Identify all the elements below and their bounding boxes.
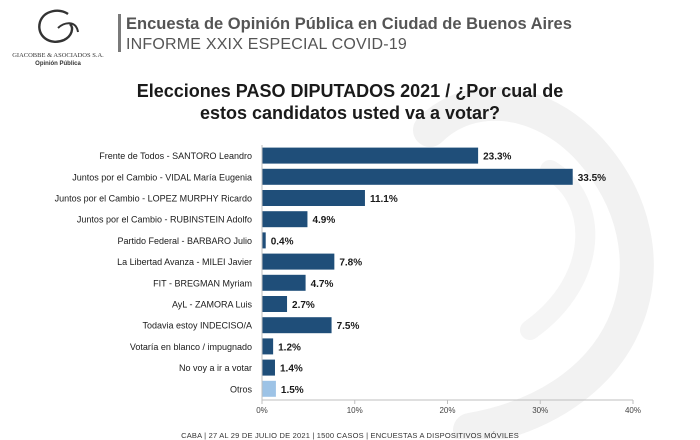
bar xyxy=(262,380,276,397)
bar xyxy=(262,190,365,206)
report-title: Encuesta de Opinión Pública en Ciudad de… xyxy=(126,15,572,33)
category-label: Frente de Todos - SANTORO Leandro xyxy=(99,151,252,161)
bar-value-label: 4.7% xyxy=(311,279,334,290)
x-tick-label: 10% xyxy=(347,406,363,415)
chart-title-line-1: Elecciones PASO DIPUTADOS 2021 / ¿Por cu… xyxy=(136,81,564,101)
x-tick-label: 40% xyxy=(625,406,641,415)
bar-value-label: 33.5% xyxy=(578,173,606,184)
category-label: No voy a ir a votar xyxy=(179,363,252,373)
report-subtitle: INFORME XXIX ESPECIAL COVID-19 xyxy=(126,36,408,53)
category-label: Otros xyxy=(230,384,253,394)
category-label: Juntos por el Cambio - RUBINSTEIN Adolfo xyxy=(77,215,252,225)
bar xyxy=(262,317,332,334)
x-tick-label: 0% xyxy=(256,406,268,415)
bar xyxy=(262,338,274,355)
category-label: La Libertad Avanza - MILEI Javier xyxy=(117,257,252,267)
bar-value-label: 7.8% xyxy=(339,258,362,269)
x-tick-label: 30% xyxy=(532,406,548,415)
chart-title: Elecciones PASO DIPUTADOS 2021 / ¿Por cu… xyxy=(100,80,600,124)
bar-value-label: 1.5% xyxy=(281,385,304,396)
bar-value-label: 23.3% xyxy=(483,152,511,163)
bar xyxy=(262,359,275,376)
bar-value-label: 4.9% xyxy=(312,215,335,226)
company-tagline: Opinión Pública xyxy=(35,61,81,67)
bar xyxy=(262,147,479,164)
bar xyxy=(262,253,335,270)
bar-value-label: 7.5% xyxy=(337,321,360,332)
category-label: AyL - ZAMORA Luis xyxy=(172,300,253,310)
bar-value-label: 1.2% xyxy=(278,342,301,353)
category-label: FIT - BREGMAN Myriam xyxy=(153,278,252,288)
bar xyxy=(262,168,573,185)
category-label: Todavia estoy INDECISO/A xyxy=(142,321,252,331)
bar xyxy=(262,296,288,312)
bar xyxy=(262,232,266,249)
category-label: Partido Federal - BARBARO Julio xyxy=(117,236,252,246)
bar-value-label: 1.4% xyxy=(280,364,303,375)
header-divider xyxy=(118,14,121,52)
bar xyxy=(262,211,308,228)
company-logo: GIACOBBE & ASOCIADOS S.A. Opinión Públic… xyxy=(4,6,112,68)
category-label: Votaría en blanco / impugnado xyxy=(130,342,252,352)
bar-value-label: 2.7% xyxy=(292,300,315,311)
category-label: Juntos por el Cambio - LOPEZ MURPHY Rica… xyxy=(55,194,252,204)
company-name: GIACOBBE & ASOCIADOS S.A. xyxy=(12,52,104,59)
bar-value-label: 0.4% xyxy=(271,236,294,247)
x-tick-label: 20% xyxy=(439,406,455,415)
footer-note: CABA | 27 AL 29 DE JULIO DE 2021 | 1500 … xyxy=(181,431,519,440)
logo-mark-icon xyxy=(38,9,79,43)
category-label: Juntos por el Cambio - VIDAL María Eugen… xyxy=(72,172,252,182)
bar-value-label: 11.1% xyxy=(370,194,398,205)
chart-title-line-2: estos candidatos usted va a votar? xyxy=(199,103,501,123)
bar xyxy=(262,274,306,291)
